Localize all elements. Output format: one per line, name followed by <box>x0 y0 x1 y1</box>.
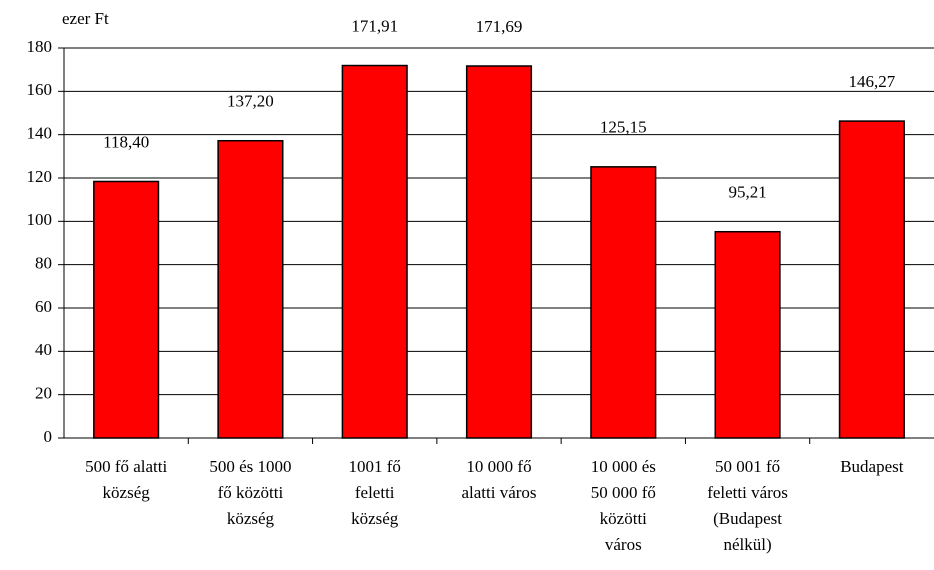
bar <box>590 166 657 439</box>
y-tick-label: 160 <box>27 80 53 99</box>
y-tick-label: 40 <box>35 340 52 359</box>
bar <box>217 139 284 439</box>
x-tick-label: Budapest <box>840 457 904 476</box>
bar <box>465 65 533 439</box>
y-tick-label: 60 <box>35 297 52 316</box>
value-label: 171,69 <box>476 17 523 36</box>
value-label: 125,15 <box>600 118 647 137</box>
x-tick-label: 10 000 és 50 000 fő közötti város <box>591 457 656 554</box>
y-tick-label: 180 <box>27 37 53 56</box>
value-label: 118,40 <box>103 132 149 151</box>
y-tick-label: 80 <box>35 254 52 273</box>
y-tick-label: 20 <box>35 384 52 403</box>
x-tick-label: 10 000 fő alatti város <box>461 457 536 502</box>
value-label: 137,20 <box>227 92 274 111</box>
y-tick-label: 100 <box>27 210 53 229</box>
value-label: 146,27 <box>848 72 895 91</box>
y-tick-label: 140 <box>27 124 53 143</box>
bar <box>838 120 905 439</box>
bar <box>714 230 781 439</box>
x-tick-label: 50 001 fő feletti város (Budapest nélkül) <box>707 457 788 554</box>
value-label: 171,91 <box>351 16 398 35</box>
bar <box>93 180 160 439</box>
value-label: 95,21 <box>728 183 766 202</box>
x-tick-label: 500 fő alatti község <box>85 457 167 502</box>
y-tick-label: 0 <box>44 427 53 446</box>
y-axis-label: ezer Ft <box>62 9 109 28</box>
x-tick-label: 500 és 1000 fő közötti község <box>209 457 291 528</box>
y-tick-label: 120 <box>27 167 53 186</box>
x-tick-label: 1001 fő feletti község <box>349 457 401 528</box>
bar <box>341 64 408 439</box>
